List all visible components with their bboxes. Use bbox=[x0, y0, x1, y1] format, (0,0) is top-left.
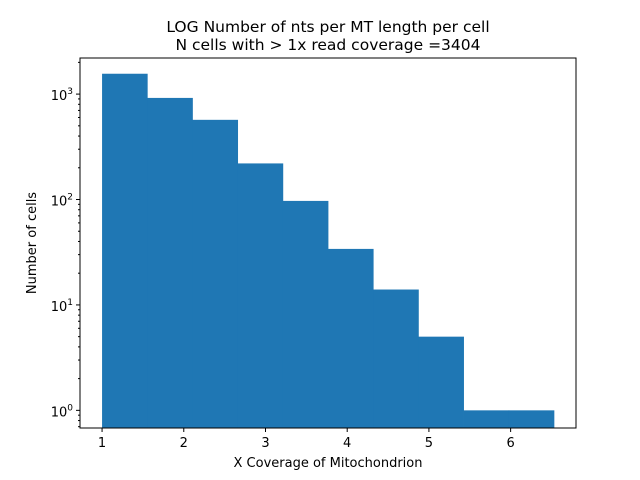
y-tick-label: 102 bbox=[51, 193, 73, 210]
plot-frame bbox=[79, 57, 577, 429]
chart-title: LOG Number of nts per MT length per cell bbox=[166, 18, 489, 36]
histogram-bar bbox=[282, 200, 329, 428]
histogram-bar bbox=[373, 289, 419, 428]
x-tick-label: 1 bbox=[98, 436, 106, 451]
x-tick-label: 5 bbox=[425, 436, 433, 451]
y-axis-ticks: 100 101 102 103 bbox=[51, 61, 80, 428]
histogram-bar bbox=[463, 410, 510, 428]
y-tick-label: 103 bbox=[51, 87, 73, 104]
histogram-bar bbox=[102, 73, 148, 429]
y-tick-label: 101 bbox=[51, 298, 73, 315]
y-tick-label: 100 bbox=[51, 403, 74, 420]
histogram-bar bbox=[508, 410, 555, 428]
x-axis-ticks: 1 2 3 4 5 6 bbox=[98, 428, 515, 451]
x-tick-label: 6 bbox=[506, 436, 514, 451]
histogram-bar bbox=[237, 163, 284, 428]
y-axis-label: Number of cells bbox=[25, 192, 40, 294]
histogram-bar bbox=[328, 248, 374, 428]
chart-subtitle: N cells with > 1x read coverage =3404 bbox=[175, 36, 480, 54]
x-tick-label: 4 bbox=[343, 436, 351, 451]
x-tick-label: 2 bbox=[180, 436, 188, 451]
bars-group bbox=[102, 73, 555, 429]
x-axis-label: X Coverage of Mitochondrion bbox=[234, 456, 423, 471]
x-tick-label: 3 bbox=[261, 436, 269, 451]
histogram-bar bbox=[147, 97, 193, 428]
histogram-bar bbox=[418, 336, 464, 428]
histogram-bar bbox=[192, 119, 239, 428]
